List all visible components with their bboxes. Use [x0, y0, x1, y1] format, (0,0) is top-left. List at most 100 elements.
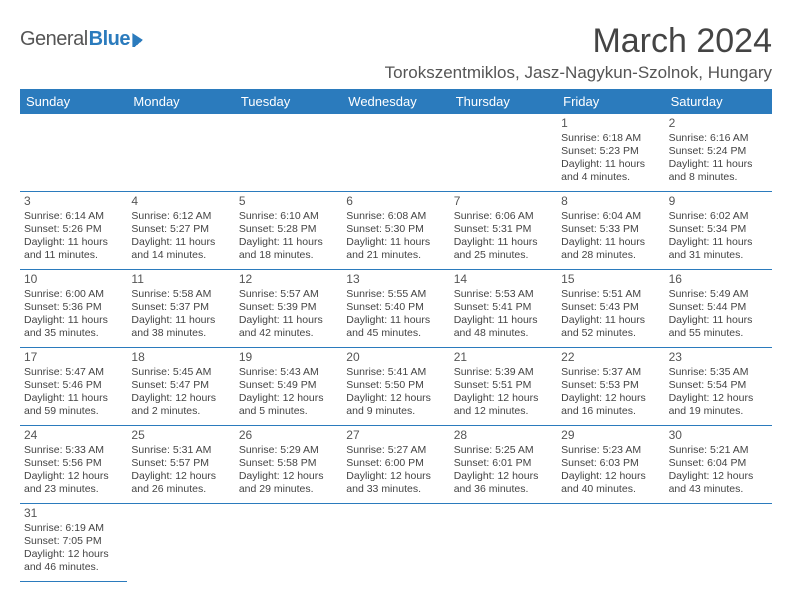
sunset-line: Sunset: 5:57 PM — [131, 457, 230, 470]
daylight-line-1: Daylight: 11 hours — [669, 158, 768, 171]
daylight-line-2: and 40 minutes. — [561, 483, 660, 496]
sunset-line: Sunset: 5:31 PM — [454, 223, 553, 236]
day-cell: 31Sunrise: 6:19 AMSunset: 7:05 PMDayligh… — [20, 504, 127, 582]
daylight-line-1: Daylight: 11 hours — [669, 236, 768, 249]
sunrise-line: Sunrise: 5:39 AM — [454, 366, 553, 379]
weekday-label: Wednesday — [342, 89, 449, 114]
daylight-line-1: Daylight: 11 hours — [346, 314, 445, 327]
sunrise-line: Sunrise: 6:02 AM — [669, 210, 768, 223]
location-subtitle: Torokszentmiklos, Jasz-Nagykun-Szolnok, … — [385, 63, 772, 83]
sunset-line: Sunset: 6:00 PM — [346, 457, 445, 470]
sunrise-line: Sunrise: 6:10 AM — [239, 210, 338, 223]
sunset-line: Sunset: 5:46 PM — [24, 379, 123, 392]
sunset-line: Sunset: 5:44 PM — [669, 301, 768, 314]
daylight-line-2: and 4 minutes. — [561, 171, 660, 184]
day-number: 16 — [669, 272, 768, 287]
daylight-line-1: Daylight: 11 hours — [561, 158, 660, 171]
sunrise-line: Sunrise: 5:29 AM — [239, 444, 338, 457]
sunset-line: Sunset: 5:33 PM — [561, 223, 660, 236]
sunrise-line: Sunrise: 5:58 AM — [131, 288, 230, 301]
weekday-label: Tuesday — [235, 89, 342, 114]
day-number: 3 — [24, 194, 123, 209]
daylight-line-1: Daylight: 12 hours — [561, 392, 660, 405]
sunset-line: Sunset: 5:43 PM — [561, 301, 660, 314]
day-number: 24 — [24, 428, 123, 443]
day-cell: 10Sunrise: 6:00 AMSunset: 5:36 PMDayligh… — [20, 270, 127, 348]
daylight-line-1: Daylight: 11 hours — [239, 314, 338, 327]
day-number: 2 — [669, 116, 768, 131]
day-number: 5 — [239, 194, 338, 209]
day-cell: 8Sunrise: 6:04 AMSunset: 5:33 PMDaylight… — [557, 192, 664, 270]
daylight-line-2: and 38 minutes. — [131, 327, 230, 340]
daylight-line-2: and 45 minutes. — [346, 327, 445, 340]
daylight-line-2: and 28 minutes. — [561, 249, 660, 262]
daylight-line-1: Daylight: 12 hours — [239, 392, 338, 405]
daylight-line-1: Daylight: 12 hours — [239, 470, 338, 483]
sunrise-line: Sunrise: 5:51 AM — [561, 288, 660, 301]
sunrise-line: Sunrise: 5:25 AM — [454, 444, 553, 457]
day-cell: 6Sunrise: 6:08 AMSunset: 5:30 PMDaylight… — [342, 192, 449, 270]
daylight-line-1: Daylight: 11 hours — [561, 314, 660, 327]
sunset-line: Sunset: 5:23 PM — [561, 145, 660, 158]
sunset-line: Sunset: 5:24 PM — [669, 145, 768, 158]
sunrise-line: Sunrise: 5:23 AM — [561, 444, 660, 457]
empty-cell — [127, 114, 234, 192]
day-number: 10 — [24, 272, 123, 287]
day-number: 20 — [346, 350, 445, 365]
sunset-line: Sunset: 5:54 PM — [669, 379, 768, 392]
daylight-line-2: and 25 minutes. — [454, 249, 553, 262]
day-cell: 3Sunrise: 6:14 AMSunset: 5:26 PMDaylight… — [20, 192, 127, 270]
logo-text-blue: Blue — [89, 28, 130, 51]
sunrise-line: Sunrise: 5:47 AM — [24, 366, 123, 379]
sunset-line: Sunset: 5:40 PM — [346, 301, 445, 314]
sunrise-line: Sunrise: 5:57 AM — [239, 288, 338, 301]
sunrise-line: Sunrise: 5:43 AM — [239, 366, 338, 379]
day-cell: 4Sunrise: 6:12 AMSunset: 5:27 PMDaylight… — [127, 192, 234, 270]
daylight-line-2: and 36 minutes. — [454, 483, 553, 496]
sunrise-line: Sunrise: 6:06 AM — [454, 210, 553, 223]
sunset-line: Sunset: 5:49 PM — [239, 379, 338, 392]
day-cell: 2Sunrise: 6:16 AMSunset: 5:24 PMDaylight… — [665, 114, 772, 192]
day-cell: 19Sunrise: 5:43 AMSunset: 5:49 PMDayligh… — [235, 348, 342, 426]
daylight-line-1: Daylight: 11 hours — [24, 236, 123, 249]
day-cell: 15Sunrise: 5:51 AMSunset: 5:43 PMDayligh… — [557, 270, 664, 348]
sunset-line: Sunset: 5:47 PM — [131, 379, 230, 392]
day-number: 13 — [346, 272, 445, 287]
sunrise-line: Sunrise: 5:31 AM — [131, 444, 230, 457]
day-cell: 18Sunrise: 5:45 AMSunset: 5:47 PMDayligh… — [127, 348, 234, 426]
daylight-line-1: Daylight: 11 hours — [24, 392, 123, 405]
day-cell: 13Sunrise: 5:55 AMSunset: 5:40 PMDayligh… — [342, 270, 449, 348]
daylight-line-2: and 31 minutes. — [669, 249, 768, 262]
day-cell: 21Sunrise: 5:39 AMSunset: 5:51 PMDayligh… — [450, 348, 557, 426]
sunrise-line: Sunrise: 5:21 AM — [669, 444, 768, 457]
day-cell: 30Sunrise: 5:21 AMSunset: 6:04 PMDayligh… — [665, 426, 772, 504]
sunset-line: Sunset: 6:03 PM — [561, 457, 660, 470]
daylight-line-2: and 9 minutes. — [346, 405, 445, 418]
daylight-line-2: and 55 minutes. — [669, 327, 768, 340]
sunrise-line: Sunrise: 6:08 AM — [346, 210, 445, 223]
daylight-line-1: Daylight: 11 hours — [454, 314, 553, 327]
daylight-line-1: Daylight: 11 hours — [454, 236, 553, 249]
daylight-line-1: Daylight: 12 hours — [454, 470, 553, 483]
daylight-line-2: and 16 minutes. — [561, 405, 660, 418]
daylight-line-2: and 2 minutes. — [131, 405, 230, 418]
sunset-line: Sunset: 5:27 PM — [131, 223, 230, 236]
daylight-line-2: and 12 minutes. — [454, 405, 553, 418]
logo-triangle-icon — [132, 33, 154, 47]
weekday-label: Saturday — [665, 89, 772, 114]
sunset-line: Sunset: 5:30 PM — [346, 223, 445, 236]
day-cell: 25Sunrise: 5:31 AMSunset: 5:57 PMDayligh… — [127, 426, 234, 504]
day-number: 21 — [454, 350, 553, 365]
day-number: 1 — [561, 116, 660, 131]
day-cell: 23Sunrise: 5:35 AMSunset: 5:54 PMDayligh… — [665, 348, 772, 426]
daylight-line-1: Daylight: 11 hours — [131, 314, 230, 327]
sunset-line: Sunset: 5:53 PM — [561, 379, 660, 392]
empty-cell — [235, 114, 342, 192]
sunset-line: Sunset: 5:56 PM — [24, 457, 123, 470]
calendar-page: GeneralBlue March 2024 Torokszentmiklos,… — [0, 0, 792, 592]
sunrise-line: Sunrise: 5:49 AM — [669, 288, 768, 301]
sunrise-line: Sunrise: 5:33 AM — [24, 444, 123, 457]
day-cell: 14Sunrise: 5:53 AMSunset: 5:41 PMDayligh… — [450, 270, 557, 348]
day-number: 23 — [669, 350, 768, 365]
day-number: 19 — [239, 350, 338, 365]
